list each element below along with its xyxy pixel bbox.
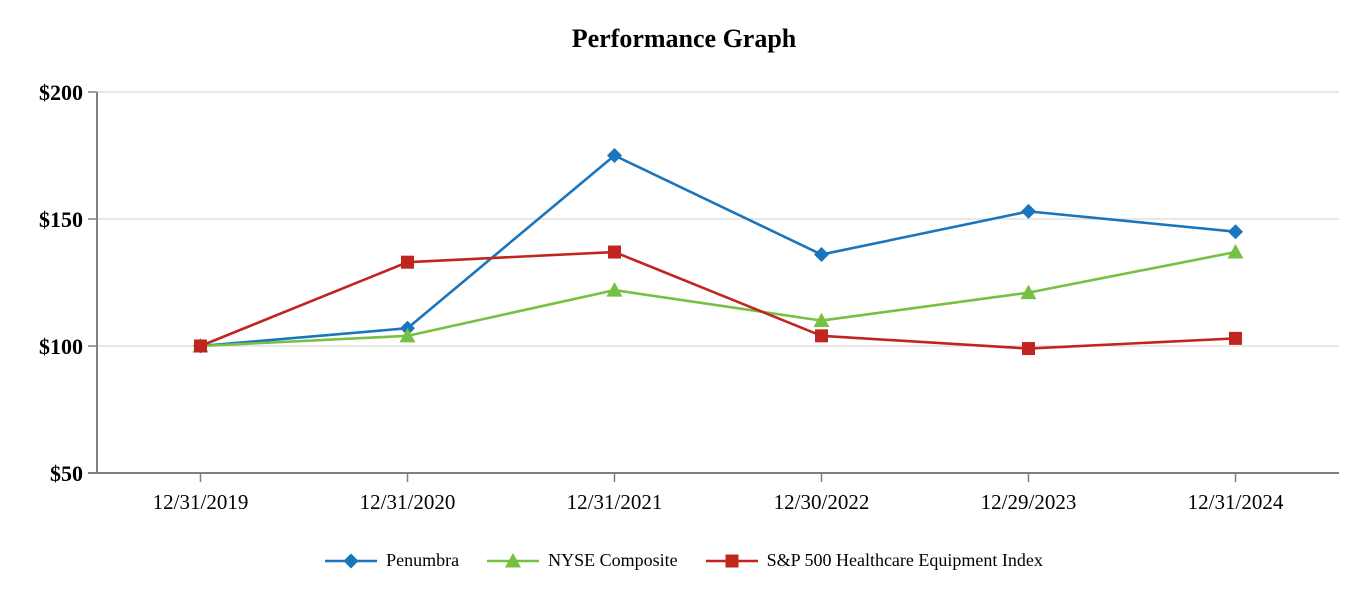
legend-marker-s-p-500-healthcare-equipment-index (725, 554, 739, 567)
performance-line-chart: $200 $150 $100 $50 12/31/2019 12/31/2020 12/31… (39, 80, 1339, 514)
legend-label-nyse-composite: NYSE Composite (548, 550, 678, 570)
legend-item-penumbra: Penumbra (325, 550, 459, 571)
marker-s-p-500-healthcare-equipment-index-2 (608, 245, 621, 259)
marker-nyse-composite-2 (606, 282, 623, 297)
x-axis-label-12-31-2020: 12/31/2020 (360, 490, 456, 514)
legend-item-nyse-composite: NYSE Composite (487, 550, 678, 571)
series-line-penumbra (200, 154, 1236, 348)
marker-s-p-500-healthcare-equipment-index-4 (1022, 342, 1035, 356)
s-p-500-healthcare-equipment-index-square-icon (705, 554, 758, 567)
x-axis-label-12-29-2023: 12/29/2023 (981, 490, 1077, 514)
chart-legend: Penumbra NYSE Composite S&P 500 Healthcare… (0, 550, 1368, 571)
y-axis-label-200: $200 (39, 80, 83, 105)
marker-s-p-500-healthcare-equipment-index-5 (1229, 331, 1242, 345)
nyse-composite-triangle-icon (487, 552, 540, 567)
x-axis-label-12-31-2024: 12/31/2024 (1188, 490, 1284, 514)
y-axis-label-50: $50 (50, 461, 83, 486)
marker-s-p-500-healthcare-equipment-index-3 (815, 329, 828, 343)
marker-s-p-500-healthcare-equipment-index-0 (194, 339, 207, 353)
marker-s-p-500-healthcare-equipment-index-1 (401, 255, 414, 269)
marker-nyse-composite-5 (1227, 244, 1244, 259)
y-axis-label-100: $100 (39, 334, 83, 359)
legend-item-s-p-500-healthcare-equipment-index: S&P 500 Healthcare Equipment Index (705, 550, 1043, 571)
series-line-nyse-composite (200, 250, 1236, 348)
legend-label-s-p-500-healthcare-equipment-index: S&P 500 Healthcare Equipment Index (766, 550, 1043, 570)
y-axis-label-150: $150 (39, 207, 83, 232)
marker-penumbra-5 (1228, 224, 1243, 240)
marker-penumbra-3 (814, 247, 829, 263)
marker-penumbra-2 (607, 148, 622, 163)
marker-nyse-composite-1 (399, 327, 416, 343)
penumbra-diamond-icon (325, 553, 378, 568)
chart-title: Performance Graph (571, 24, 797, 53)
legend-marker-penumbra (343, 553, 359, 568)
marker-penumbra-4 (1021, 203, 1036, 219)
x-axis-label-12-30-2022: 12/30/2022 (774, 490, 870, 514)
legend-label-penumbra: Penumbra (386, 550, 460, 570)
series-line-s-p-500-healthcare-equipment-index (200, 250, 1236, 350)
marker-nyse-composite-3 (813, 312, 830, 328)
legend-marker-nyse-composite (505, 552, 522, 567)
x-axis-label-12-31-2021: 12/31/2021 (567, 490, 663, 514)
marker-nyse-composite-4 (1020, 284, 1037, 300)
x-axis-label-12-31-2019: 12/31/2019 (153, 490, 249, 514)
